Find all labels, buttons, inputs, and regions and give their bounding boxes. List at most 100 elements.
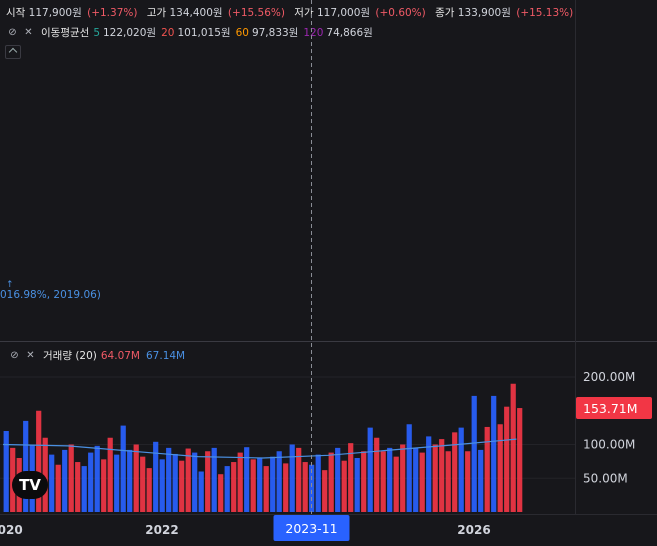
volume-bar [289,444,295,512]
volume-bar [140,456,146,512]
low-annotation: 016.98%, 2019.06) [0,289,101,301]
open-change: (+1.37%) [87,7,138,19]
volume-bar [322,470,328,512]
volume-bar [153,441,159,512]
volume-bar [257,458,263,512]
ma5-value: 122,020원 [103,27,157,39]
eye-off-icon[interactable]: ⊘ [8,27,17,38]
volume-bar [484,426,490,512]
volume-value-2: 67.14M [146,349,186,362]
volume-tick-label: 200.00M [583,370,635,384]
volume-bar [3,431,9,512]
volume-bar [62,449,68,512]
volume-bar [224,466,230,512]
volume-bar [348,443,354,512]
ma120-period: 120 [303,26,324,39]
volume-bar [276,451,282,512]
volume-bar [55,464,61,512]
volume-bar [374,437,380,512]
time-tick-label: 2022 [145,523,178,537]
volume-bar [445,451,451,512]
volume-bar [107,437,113,512]
volume-bar [497,424,503,512]
volume-bar [49,454,55,512]
volume-label: 거래량 (20) [43,350,97,362]
volume-bar [510,383,516,512]
high-value: 134,400원 [169,7,223,19]
volume-bar [231,462,237,512]
volume-bar [36,410,42,512]
open-value: 117,900원 [28,7,82,19]
volume-bar [380,451,386,512]
high-change: (+15.56%) [227,7,285,19]
ma-legend: ⊘ ✕ 이동평균선 5 122,020원 20 101,015원 60 97,8… [6,25,373,40]
volume-bar [471,395,477,512]
volume-bar [68,444,74,512]
tradingview-logo[interactable]: TV [12,471,48,499]
volume-bar [211,447,217,512]
volume-bar [205,451,211,512]
volume-bar [179,460,185,512]
ma-label: 이동평균선 [41,27,90,39]
volume-bar [101,459,107,512]
low-change: (+0.60%) [375,7,426,19]
volume-bar [406,424,412,512]
ma60-period: 60 [235,26,249,39]
close-value: 133,900원 [457,7,511,19]
volume-bar [517,408,523,512]
volume-bar [166,447,172,512]
volume-bar [328,452,334,512]
ma120-value: 74,866원 [326,27,373,39]
volume-bar [465,451,471,512]
volume-bar [192,452,198,512]
ohlc-legend: 시작 117,900원 (+1.37%) 고가 134,400원 (+15.56… [6,5,579,20]
close-label: 종가 [435,7,455,19]
volume-bar [120,425,126,512]
volume-bar [491,395,497,512]
volume-bar [400,444,406,512]
eye-off-icon[interactable]: ⊘ [10,350,19,361]
volume-bar [354,458,360,512]
volume-value-1: 64.07M [100,349,140,362]
open-label: 시작 [6,7,26,19]
volume-bar [432,444,438,512]
volume-badge [576,397,652,420]
volume-bar [302,462,308,512]
axes: 3,000,0002,000,0001,000,000200.00M100.00… [0,370,635,537]
volume-bar [309,464,315,512]
volume-bar [393,456,399,512]
volume-bar [114,454,120,512]
volume-bar [94,445,100,512]
volume-bar [452,432,458,512]
crosshair-date-label: 2023-11 [285,521,337,536]
volume-bar [263,466,269,512]
reference-lines: 3,002,000원 (-14.42%, 2026↓↑016.98%, 2019… [0,0,312,514]
collapse-legend-button[interactable] [5,45,21,59]
volume-bar [426,436,432,512]
volume-bar [387,447,393,512]
volume-bar [458,427,464,512]
volume-bar [270,456,276,512]
volume-legend: ⊘ ✕ 거래량 (20) 64.07M 67.14M [8,348,185,363]
volume-badge-label: 153.71M [583,401,638,416]
volume-bar [413,447,419,512]
close-icon[interactable]: ✕ [26,350,35,361]
volume-bar [146,468,152,512]
volume-bars [2,383,523,512]
volume-bar [367,427,373,512]
volume-bar [218,474,224,512]
volume-bar [23,420,29,512]
volume-bar [341,460,347,512]
volume-bar [250,459,256,512]
volume-bar [127,449,133,512]
ma20-value: 101,015원 [177,27,231,39]
volume-bar [133,444,139,512]
close-icon[interactable]: ✕ [24,27,33,38]
volume-bar [237,452,243,512]
volume-bar [361,451,367,512]
ma5-period: 5 [93,26,100,39]
